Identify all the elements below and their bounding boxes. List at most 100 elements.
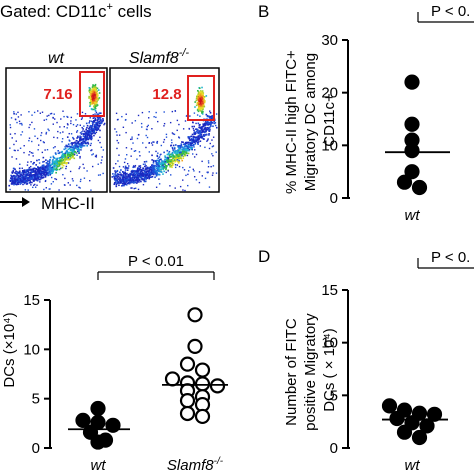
flow-dot [10, 177, 12, 179]
flow-dot [184, 120, 187, 122]
flow-dot [66, 115, 68, 118]
flow-dot [70, 154, 73, 157]
flow-dot [71, 156, 74, 159]
flow-dot [91, 97, 94, 99]
flow-dot [155, 111, 157, 114]
flow-dot [97, 174, 100, 176]
flow-dot [56, 137, 59, 139]
flow-dot [133, 170, 135, 172]
flow-dot [200, 131, 202, 134]
flow-dot [65, 167, 67, 170]
flow-dot [72, 146, 75, 149]
flow-dot [210, 123, 212, 125]
flow-dot [64, 184, 66, 186]
flow-dot [95, 128, 97, 131]
flow-dot [75, 142, 77, 145]
flow-dot [114, 170, 116, 172]
flow-dot [130, 180, 133, 183]
data-point [419, 418, 435, 434]
flow-dot [12, 175, 14, 177]
flow-dot [125, 118, 127, 121]
panel-a: Gated: CD11c+ cells wt Slamf8-/- 7.16 12… [0, 1, 220, 213]
flow-dot [201, 105, 204, 107]
flow-dot [207, 127, 210, 130]
flow-dot [134, 171, 136, 174]
flow-dot [164, 158, 166, 161]
flow-dot [70, 148, 73, 151]
flow-dot [31, 177, 34, 180]
flow-dot [65, 144, 68, 147]
flow-dot [195, 153, 198, 156]
flow-dot [72, 150, 74, 153]
flow-dot [23, 171, 25, 173]
flow-dot [30, 184, 32, 186]
flow-dot [151, 169, 153, 172]
flow-dot [72, 180, 74, 182]
flow-dot [9, 188, 11, 191]
flow-dot [209, 123, 211, 125]
flow-dot [70, 152, 73, 155]
flow-dot [146, 136, 149, 139]
flow-dot [54, 162, 57, 164]
flow-dot [79, 155, 81, 158]
flow-dot [136, 174, 139, 177]
flow-dot [44, 166, 47, 168]
flow-dot [49, 167, 51, 170]
flow-dot [45, 162, 48, 164]
flow-dot [30, 174, 32, 177]
flow-dot [118, 181, 120, 184]
flow-dot [116, 175, 118, 177]
flow-dot [13, 182, 15, 185]
flow-dot [117, 178, 119, 180]
flow-dot [63, 161, 66, 164]
flow-dot [174, 166, 177, 169]
flow-dot [127, 179, 129, 182]
flow-dot [182, 166, 184, 169]
data-point [396, 424, 413, 440]
flow-dot [86, 124, 89, 127]
flow-dot [148, 174, 150, 177]
flow-dot [114, 171, 117, 174]
flow-dot [11, 177, 13, 179]
flow-dot [89, 132, 92, 134]
flow-dot [70, 120, 72, 122]
flow-dot [199, 140, 202, 143]
flow-dot [29, 168, 31, 171]
p-value-label: P < 0. [431, 3, 470, 20]
flow-dot [14, 172, 16, 174]
flow-dot [154, 169, 156, 172]
flow-dot [199, 93, 202, 96]
panel-d-letter: D [258, 247, 270, 266]
flow-dot [18, 167, 21, 170]
flow-dot [137, 169, 140, 172]
flow-dot [88, 126, 91, 129]
flow-dot [29, 177, 31, 180]
flow-dot [131, 187, 133, 189]
flow-dot [88, 122, 91, 124]
flow-dot [158, 160, 160, 163]
flow-dot [139, 165, 142, 167]
flow-dot [36, 184, 38, 186]
flow-dot [136, 158, 138, 160]
flow-dot [90, 189, 92, 191]
flow-dot [142, 169, 145, 172]
flow-dot [48, 114, 50, 117]
flow-dot [35, 167, 37, 170]
flow-dot [89, 116, 92, 118]
flow-dot [127, 167, 130, 169]
flow-dot [175, 155, 178, 158]
flow-dot [90, 138, 93, 141]
flow-dot [187, 147, 189, 149]
flow-dot [60, 118, 62, 120]
mhc-ii-arrow-icon [0, 197, 30, 207]
flow-dot [188, 149, 190, 152]
flow-dot [71, 155, 74, 158]
data-point [164, 371, 181, 387]
flow-dot [161, 167, 164, 169]
flow-dot [96, 129, 98, 131]
flow-dot [182, 128, 185, 130]
flow-dot [156, 155, 159, 157]
flow-dot [91, 137, 93, 140]
flow-dot [22, 179, 25, 182]
flow-dot [19, 181, 21, 183]
